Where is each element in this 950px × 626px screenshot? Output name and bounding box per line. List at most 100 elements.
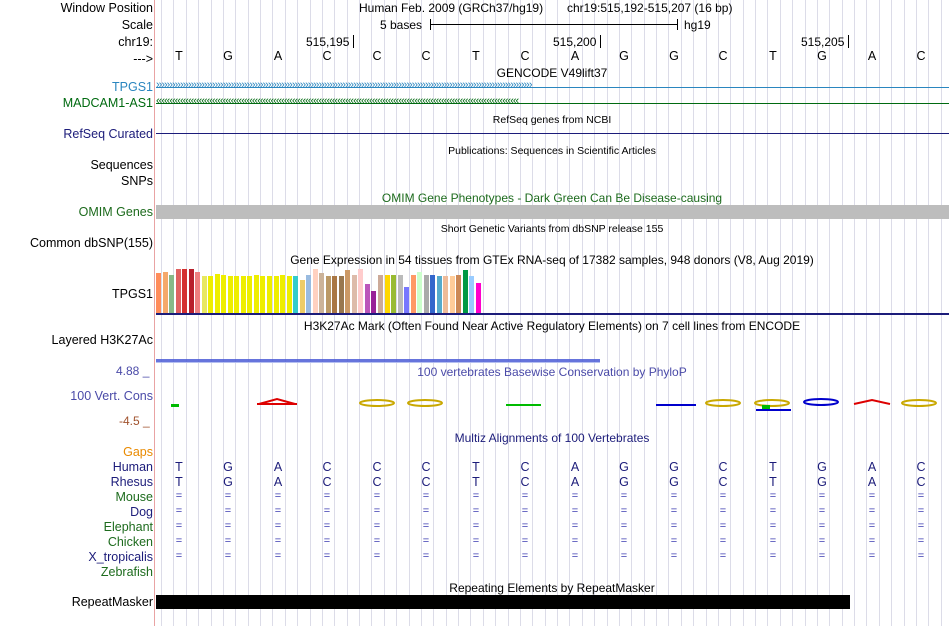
- species-label[interactable]: Elephant: [103, 520, 153, 534]
- gtex-gene-label[interactable]: TPGS1: [112, 287, 153, 301]
- gtex-tissue-bar[interactable]: [306, 275, 312, 313]
- alignment-base: =: [224, 505, 232, 517]
- gene-madcam1-as1[interactable]: ‹‹‹‹‹‹‹‹‹‹‹‹‹‹‹‹‹‹‹‹‹‹‹‹‹‹‹‹‹‹‹‹‹‹‹‹‹‹‹‹…: [156, 96, 949, 110]
- species-label[interactable]: Zebrafish: [100, 565, 153, 579]
- alignment-base: =: [175, 505, 183, 517]
- gtex-tissue-bar[interactable]: [430, 275, 436, 313]
- gtex-tissue-bar[interactable]: [397, 275, 403, 313]
- alignment-base: =: [175, 490, 183, 502]
- gtex-tissue-bar[interactable]: [299, 280, 305, 313]
- gtex-tissue-bar[interactable]: [371, 291, 377, 313]
- gtex-tissue-bar[interactable]: [214, 274, 220, 313]
- gtex-tissue-bar[interactable]: [443, 276, 449, 313]
- gtex-tissue-bar[interactable]: [319, 273, 325, 313]
- species-label[interactable]: X_tropicalis: [88, 550, 153, 564]
- species-label[interactable]: Human: [112, 460, 153, 474]
- gtex-tissue-bar[interactable]: [234, 276, 240, 313]
- gtex-tissue-bar[interactable]: [175, 269, 181, 313]
- gtex-tissue-bar[interactable]: [182, 269, 188, 313]
- gtex-tissue-bar[interactable]: [345, 270, 351, 313]
- alignment-base: =: [274, 505, 282, 517]
- gtex-tissue-bar[interactable]: [293, 276, 299, 313]
- gtex-tissue-bar[interactable]: [378, 275, 384, 313]
- gtex-tissue-bar[interactable]: [240, 276, 246, 313]
- alignment-base: =: [422, 505, 430, 517]
- gtex-tissue-bar[interactable]: [267, 276, 272, 313]
- repeatmasker-title: Repeating Elements by RepeatMasker: [449, 581, 655, 595]
- alignment-base: A: [273, 460, 283, 474]
- gene-label-tpgs1[interactable]: TPGS1: [112, 80, 153, 94]
- refseq-gene-line[interactable]: [156, 133, 949, 134]
- gtex-tissue-bar[interactable]: [221, 275, 227, 313]
- gtex-tissue-bar[interactable]: [227, 276, 233, 313]
- alignment-base: =: [521, 535, 529, 547]
- repeatmasker-element-bar[interactable]: [156, 595, 850, 609]
- gtex-tissue-bar[interactable]: [456, 275, 462, 313]
- gtex-tissue-bar[interactable]: [325, 276, 331, 313]
- gtex-tissue-bar[interactable]: [162, 272, 168, 313]
- phylop-logo-track[interactable]: [156, 383, 949, 423]
- ruler-tick-1: [353, 35, 354, 48]
- gtex-tissue-bar[interactable]: [338, 276, 344, 313]
- gtex-tissue-bar[interactable]: [436, 276, 442, 313]
- phylop-mark-5: [756, 409, 791, 411]
- conservation-label[interactable]: 100 Vert. Cons: [70, 389, 153, 403]
- h3k27ac-label[interactable]: Layered H3K27Ac: [51, 333, 153, 347]
- alignment-base: =: [472, 505, 480, 517]
- species-label[interactable]: Chicken: [107, 535, 153, 549]
- gtex-tissue-bar[interactable]: [332, 276, 338, 313]
- alignment-base: C: [520, 475, 530, 489]
- alignment-base: =: [373, 550, 381, 562]
- gaps-label[interactable]: Gaps: [123, 445, 153, 459]
- gtex-tissue-bar[interactable]: [449, 276, 455, 313]
- alignment-base: A: [570, 475, 580, 489]
- gene-tpgs1[interactable]: ››››››››››››››››››››››››››››››››››››››››…: [156, 80, 949, 94]
- h3k27ac-title: H3K27Ac Mark (Often Found Near Active Re…: [303, 319, 801, 333]
- gtex-tissue-bar[interactable]: [417, 272, 423, 313]
- omim-feature-bar[interactable]: [156, 205, 949, 219]
- gtex-tissue-bar[interactable]: [286, 276, 292, 313]
- gtex-tissue-bar[interactable]: [280, 275, 286, 313]
- gtex-tissue-bar[interactable]: [410, 275, 416, 313]
- gtex-tissue-bar[interactable]: [188, 269, 194, 313]
- species-label[interactable]: Rhesus: [110, 475, 153, 489]
- gtex-tissue-bar[interactable]: [391, 275, 397, 313]
- species-label[interactable]: Dog: [130, 505, 153, 519]
- alignment-base: =: [274, 520, 282, 532]
- repeatmasker-label[interactable]: RepeatMasker: [71, 595, 153, 609]
- gtex-tissue-bar[interactable]: [423, 275, 429, 313]
- h3k27ac-signal[interactable]: [156, 359, 600, 362]
- species-label[interactable]: Mouse: [115, 490, 153, 504]
- gtex-tissue-bar[interactable]: [260, 276, 266, 313]
- gtex-tissue-bar[interactable]: [364, 284, 370, 313]
- gtex-tissue-bar[interactable]: [312, 269, 318, 313]
- gtex-tissue-bar[interactable]: [195, 272, 201, 313]
- gene-label-madcam1-as1[interactable]: MADCAM1-AS1: [62, 96, 153, 110]
- publications-label-sequences[interactable]: Sequences: [90, 158, 153, 172]
- refseq-label[interactable]: RefSeq Curated: [63, 127, 153, 141]
- gtex-tissue-bar[interactable]: [208, 276, 214, 313]
- alignment-base: =: [769, 505, 777, 517]
- publications-label-snps[interactable]: SNPs: [121, 174, 153, 188]
- gtex-tissue-bar[interactable]: [384, 275, 390, 313]
- gtex-tissue-bar[interactable]: [247, 276, 253, 313]
- gtex-tissue-bar[interactable]: [156, 273, 161, 313]
- omim-label[interactable]: OMIM Genes: [78, 205, 153, 219]
- gtex-tissue-bar[interactable]: [469, 276, 475, 313]
- gtex-tissue-bar[interactable]: [462, 270, 468, 313]
- gtex-tissue-bar[interactable]: [169, 275, 175, 313]
- gene-tpgs1-line: [156, 87, 949, 88]
- alignment-base: =: [868, 520, 876, 532]
- gtex-tissue-bar[interactable]: [358, 269, 364, 313]
- alignment-base: =: [472, 535, 480, 547]
- gtex-tissue-bar[interactable]: [404, 287, 410, 313]
- gtex-tissue-bar[interactable]: [201, 276, 207, 313]
- gtex-tissue-bar[interactable]: [273, 276, 279, 313]
- gtex-tissue-bar[interactable]: [475, 283, 481, 313]
- gtex-tissue-bar[interactable]: [253, 275, 259, 313]
- gtex-tissue-bar[interactable]: [351, 275, 357, 313]
- dbsnp-label[interactable]: Common dbSNP(155): [30, 236, 153, 250]
- gtex-bar-chart[interactable]: [156, 269, 949, 313]
- ruler-tick-3: [848, 35, 849, 48]
